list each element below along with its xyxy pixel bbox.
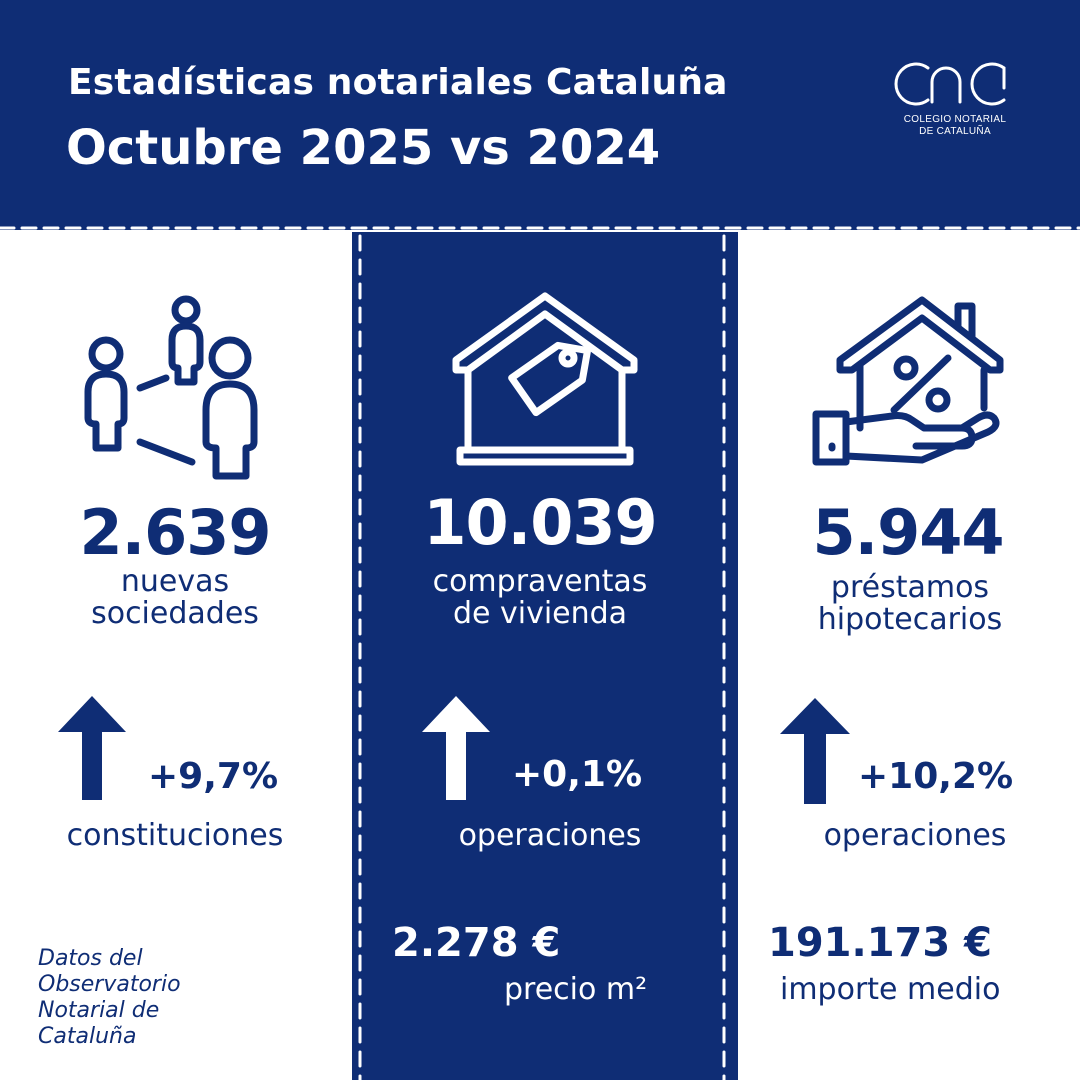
house-percent-hand-icon <box>812 296 1004 466</box>
colegio-notarial-logo: COLEGIO NOTARIAL DE CATALUÑA <box>880 58 1030 148</box>
prestamos-amount: 191.173 € <box>768 920 992 966</box>
logo-line-2: DE CATALUÑA <box>919 126 991 137</box>
source-footnote: Datos del Observatorio Notarial de Catal… <box>38 946 181 1050</box>
footnote-line-2: Observatorio <box>38 972 181 997</box>
compraventas-label-line-1: compraventas <box>432 564 648 599</box>
sociedades-label-line-1: nuevas <box>120 564 230 599</box>
arrow-up-icon <box>422 696 490 800</box>
people-network-icon <box>84 295 258 480</box>
logo-text: COLEGIO NOTARIAL DE CATALUÑA <box>880 114 1030 138</box>
sociedades-label-line-2: sociedades <box>91 596 259 631</box>
prestamos-change: +10,2% <box>858 756 1014 797</box>
page-title: Estadísticas notariales Cataluña <box>68 62 728 103</box>
house-price-tag-icon <box>452 292 638 466</box>
center-column-panel <box>352 232 738 1080</box>
center-right-dashed-border <box>722 234 726 1080</box>
header-banner: Estadísticas notariales Cataluña Octubre… <box>0 0 1080 230</box>
logo-line-1: COLEGIO NOTARIAL <box>903 114 1007 125</box>
prestamos-amount-label: importe medio <box>780 972 1001 1007</box>
prestamos-change-label: operaciones <box>823 818 1007 853</box>
sociedades-change-label: constituciones <box>66 818 284 853</box>
prestamos-label-line-1: préstamos <box>830 570 990 605</box>
sociedades-value: 2.639 <box>79 496 271 569</box>
compraventas-amount-label: precio m² <box>504 972 648 1007</box>
arrow-up-icon <box>780 698 850 804</box>
footnote-line-4: Cataluña <box>38 1024 137 1049</box>
compraventas-value: 10.039 <box>423 486 657 559</box>
prestamos-label-line-2: hipotecarios <box>817 602 1003 637</box>
arrow-up-icon <box>58 696 126 800</box>
footnote-line-1: Datos del <box>38 946 143 971</box>
prestamos-label: préstamos hipotecarios <box>730 572 1080 636</box>
compraventas-change: +0,1% <box>512 754 643 795</box>
compraventas-label: compraventas de vivienda <box>360 566 720 630</box>
sociedades-change: +9,7% <box>148 756 279 797</box>
center-left-dashed-border <box>358 234 362 1080</box>
compraventas-label-line-2: de vivienda <box>452 596 628 631</box>
sociedades-label: nuevas sociedades <box>0 566 355 630</box>
footnote-line-3: Notarial de <box>38 998 160 1023</box>
page-subtitle: Octubre 2025 vs 2024 <box>66 120 661 176</box>
compraventas-amount: 2.278 € <box>392 920 561 966</box>
prestamos-value: 5.944 <box>812 496 1004 569</box>
header-dashed-divider <box>0 226 1080 230</box>
compraventas-change-label: operaciones <box>458 818 642 853</box>
cnc-logo-icon <box>894 62 1006 106</box>
